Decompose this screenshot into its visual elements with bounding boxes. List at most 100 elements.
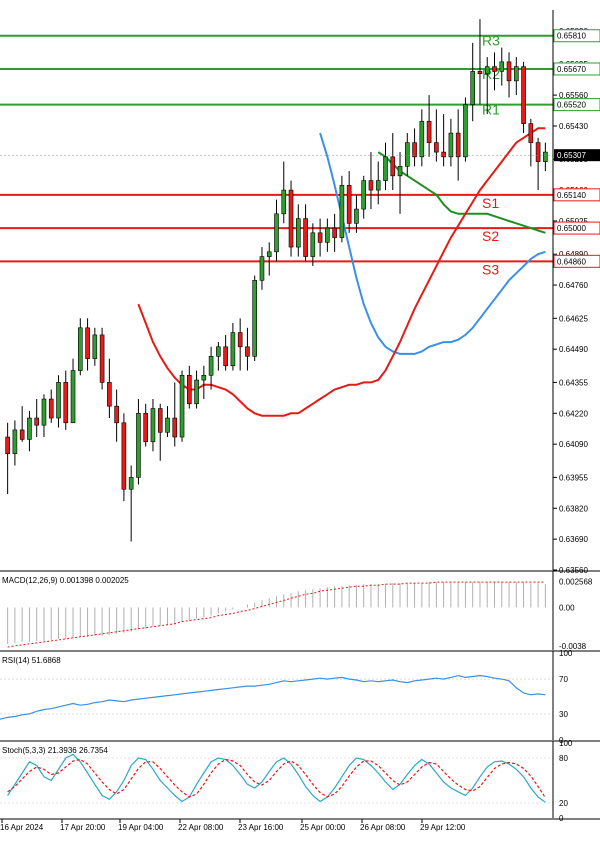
candle-up xyxy=(354,208,359,224)
candle-up xyxy=(208,355,214,376)
level-label-s1: S1 xyxy=(482,195,499,211)
level-label-s2: S2 xyxy=(482,228,499,244)
candle-down xyxy=(441,151,446,158)
level-price-label: 0.65520 xyxy=(557,101,586,110)
price-axis-label: 0.64760 xyxy=(559,281,588,290)
stoch-axis-label: 80 xyxy=(559,754,568,763)
candle-up xyxy=(361,180,366,210)
ema-fast-red-line xyxy=(137,127,546,417)
time-axis-label: 19 Apr 04:00 xyxy=(118,823,164,832)
candle-up xyxy=(201,374,207,381)
candle-down xyxy=(34,417,39,426)
candle-up xyxy=(383,156,388,181)
time-axis-label: 23 Apr 16:00 xyxy=(238,823,284,832)
candle-down xyxy=(332,227,337,238)
rsi-axis-label: 100 xyxy=(559,649,573,658)
price-axis-label: 0.64890 xyxy=(559,250,588,259)
current-price-label: 0.65307 xyxy=(557,151,586,160)
level-label-r2: R2 xyxy=(482,66,500,82)
candle-down xyxy=(19,429,25,440)
level-price-box xyxy=(553,62,600,76)
candle-up xyxy=(310,232,316,257)
time-axis-label: 25 Apr 00:00 xyxy=(300,823,346,832)
candle-down xyxy=(521,66,526,124)
candle-up xyxy=(499,61,505,72)
time-axis: 16 Apr 2024 17 Apr 20:00 19 Apr 04:00 22 Ap… xyxy=(0,819,466,832)
candle-up xyxy=(150,408,156,443)
stoch-title: Stoch(5,3,3) 21.3936 26.7354 xyxy=(2,746,108,755)
level-label-r3: R3 xyxy=(482,33,500,49)
candle-down xyxy=(114,405,119,424)
candle-down xyxy=(368,180,374,191)
level-price-label: 0.65140 xyxy=(557,191,586,200)
candle-up xyxy=(484,66,490,75)
candle-down xyxy=(157,408,163,433)
stoch-axis-label: 100 xyxy=(559,739,573,748)
price-axis-label: 0.64490 xyxy=(559,345,588,354)
time-axis-label: 22 Apr 08:00 xyxy=(178,823,224,832)
candle-up xyxy=(128,477,134,490)
candle-down xyxy=(5,436,10,454)
level-price-label: 0.64860 xyxy=(557,257,586,266)
candle-up xyxy=(274,213,279,253)
level-label-s3: S3 xyxy=(482,261,499,277)
rsi-axis-label: 30 xyxy=(559,710,568,719)
candle-up xyxy=(266,251,272,257)
candle-down xyxy=(455,132,461,158)
level-price-label: 0.65670 xyxy=(557,65,586,74)
candle-down xyxy=(303,218,308,257)
candle-up xyxy=(470,71,475,105)
price-axis-label: 0.65430 xyxy=(559,122,588,131)
candle-up xyxy=(463,104,468,158)
price-axis-label: 0.64090 xyxy=(559,440,588,449)
candle-down xyxy=(48,398,54,419)
level-price-box xyxy=(553,98,600,112)
level-price-box xyxy=(553,254,600,268)
sma-slow-green-line xyxy=(377,151,546,234)
macd-title: MACD(12,26,9) 0.001398 0.002025 xyxy=(2,576,129,585)
candle-down xyxy=(317,232,323,243)
candle-down xyxy=(85,327,90,359)
level-price-label: 0.65000 xyxy=(557,224,586,233)
stoch-d-line xyxy=(7,758,546,799)
candle-down xyxy=(245,346,250,357)
macd-axis-label: -0.0038 xyxy=(559,642,587,651)
candle-down xyxy=(107,382,112,407)
candle-up xyxy=(41,398,47,426)
candle-down xyxy=(121,422,127,490)
macd-signal-line xyxy=(7,581,546,648)
price-axis-label: 0.65025 xyxy=(559,217,588,226)
price-axis-label: 0.63690 xyxy=(559,535,588,544)
candle-up xyxy=(375,180,381,191)
candle-down xyxy=(412,142,417,158)
candle-up xyxy=(405,142,410,167)
candle-down xyxy=(506,61,512,82)
level-price-box xyxy=(553,221,600,235)
candle-down xyxy=(535,142,541,162)
price-axis-label: 0.65560 xyxy=(559,91,588,100)
current-price-box xyxy=(554,149,600,162)
price-axis-label: 0.64220 xyxy=(559,409,588,418)
candle-down xyxy=(426,120,432,143)
candle-down xyxy=(237,332,243,348)
candle-up xyxy=(397,166,403,177)
candle-down xyxy=(223,346,228,367)
stoch-k-line xyxy=(7,753,546,803)
candle-up xyxy=(281,189,287,215)
level-price-label: 0.65810 xyxy=(557,32,586,41)
candle-up xyxy=(514,66,519,82)
candle-down xyxy=(187,374,192,405)
price-axis-label: 0.63955 xyxy=(559,473,588,482)
candle-up xyxy=(12,429,18,454)
level-label-r1: R1 xyxy=(482,102,500,118)
candle-down xyxy=(390,156,396,177)
candle-up xyxy=(230,332,236,367)
candle-up xyxy=(194,379,199,405)
time-axis-label: 17 Apr 20:00 xyxy=(60,823,106,832)
stochastic-pane: Stoch(5,3,3) 21.3936 26.735410080200 xyxy=(0,739,573,823)
candle-up xyxy=(92,334,98,359)
candle-up xyxy=(70,370,76,424)
price-axis-label: 0.63820 xyxy=(559,504,588,513)
